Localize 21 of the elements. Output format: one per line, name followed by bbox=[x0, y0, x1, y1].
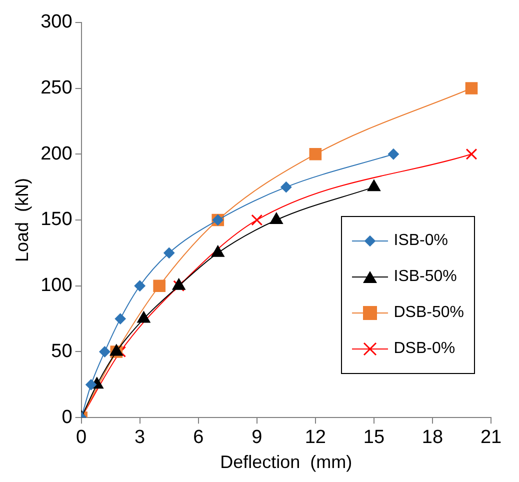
x-tick-label: 18 bbox=[422, 427, 444, 448]
legend-label: DSB-50% bbox=[394, 304, 464, 322]
y-tick-label: 0 bbox=[62, 406, 72, 428]
y-tick-label: 250 bbox=[40, 78, 72, 98]
x-tick-label: 15 bbox=[363, 427, 385, 448]
x-tick-label: 9 bbox=[252, 427, 262, 448]
legend-label: ISB-50% bbox=[394, 268, 457, 286]
x-tick-label: 21 bbox=[480, 427, 502, 448]
y-tick-label: 50 bbox=[51, 340, 72, 362]
legend-label: ISB-0% bbox=[394, 232, 448, 250]
legend-label: DSB-0% bbox=[394, 340, 456, 358]
y-tick-label: 200 bbox=[40, 143, 72, 164]
x-tick-label: 6 bbox=[193, 427, 204, 448]
y-tick-label: 150 bbox=[40, 209, 72, 230]
y-axis-title: Load (kN) bbox=[12, 178, 32, 262]
y-tick-label: 300 bbox=[40, 12, 72, 33]
x-tick-label: 12 bbox=[304, 427, 326, 448]
x-tick-label: 3 bbox=[134, 427, 146, 448]
x-axis-title: Deflection (mm) bbox=[220, 452, 352, 472]
y-tick-label: 100 bbox=[40, 275, 72, 296]
x-tick-label: 0 bbox=[76, 427, 87, 448]
